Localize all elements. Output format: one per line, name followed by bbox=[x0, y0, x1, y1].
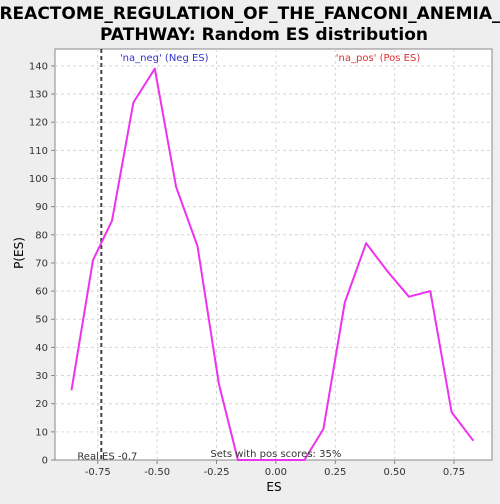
data-point bbox=[218, 383, 220, 385]
data-point bbox=[343, 301, 346, 304]
data-point bbox=[303, 459, 306, 461]
series-layer bbox=[70, 49, 474, 461]
data-point bbox=[153, 67, 156, 70]
y-tick-label: 140 bbox=[29, 61, 48, 72]
y-tick-label: 10 bbox=[35, 427, 48, 438]
real-es-label: Real ES -0.7 bbox=[77, 452, 137, 463]
data-point bbox=[450, 411, 453, 413]
y-tick-label: 20 bbox=[35, 399, 48, 410]
data-point bbox=[279, 459, 282, 461]
x-tick-label: 0.50 bbox=[383, 467, 405, 478]
neg-es-label: 'na_neg' (Neg ES) bbox=[120, 53, 209, 64]
annotation-layer: 'na_neg' (Neg ES) 'na_pos' (Pos ES) Sets… bbox=[77, 53, 420, 463]
y-tick-label: 60 bbox=[35, 287, 48, 298]
x-axis-title: ES bbox=[266, 480, 281, 494]
data-point bbox=[472, 439, 474, 442]
y-tick-label: 130 bbox=[29, 90, 48, 101]
x-tick-label: -0.75 bbox=[85, 467, 111, 478]
data-point bbox=[92, 259, 94, 261]
data-point bbox=[111, 219, 113, 222]
data-point bbox=[70, 388, 73, 391]
y-tick-label: 120 bbox=[29, 118, 48, 129]
data-point bbox=[132, 101, 135, 104]
data-point bbox=[322, 428, 325, 430]
chart-title-line-2: PATHWAY: Random ES distribution bbox=[100, 25, 428, 45]
x-tick-label: 0.25 bbox=[324, 467, 346, 478]
y-tick-label: 90 bbox=[35, 202, 48, 213]
y-axis-title: P(ES) bbox=[12, 237, 26, 269]
data-point bbox=[196, 245, 199, 247]
data-point bbox=[258, 459, 261, 461]
y-tick-label: 50 bbox=[35, 315, 48, 326]
x-tick-label: 0.75 bbox=[443, 467, 465, 478]
y-tick-label: 40 bbox=[35, 343, 48, 354]
es-distribution-line bbox=[70, 67, 474, 461]
y-tick-label: 70 bbox=[35, 258, 48, 269]
grid-lines bbox=[55, 49, 492, 460]
pos-scores-text: Sets with pos scores: 35% bbox=[210, 449, 341, 460]
y-tick-label: 30 bbox=[35, 371, 48, 382]
pos-es-label: 'na_pos' (Pos ES) bbox=[336, 53, 421, 64]
y-tick-label: 100 bbox=[29, 174, 48, 185]
data-point bbox=[237, 459, 239, 461]
x-tick-label: -0.50 bbox=[144, 467, 170, 478]
data-point bbox=[365, 242, 367, 245]
y-tick-label: 0 bbox=[42, 456, 48, 467]
data-point bbox=[408, 295, 410, 298]
y-tick-label: 110 bbox=[29, 146, 48, 157]
x-tick-label: -0.25 bbox=[204, 467, 230, 478]
axis-ticks: 0 10 20 30 40 50 60 70 80 90 100 110 120 130 140 -0.75 -… bbox=[29, 61, 465, 478]
chart-title-line-1: REACTOME_REGULATION_OF_THE_FANCONI_ANEMI… bbox=[0, 4, 500, 24]
plot-area bbox=[54, 48, 493, 461]
data-point bbox=[386, 270, 389, 273]
y-tick-label: 80 bbox=[35, 230, 48, 241]
data-point bbox=[175, 186, 177, 188]
data-point bbox=[429, 290, 432, 292]
x-tick-label: 0.00 bbox=[265, 467, 287, 478]
